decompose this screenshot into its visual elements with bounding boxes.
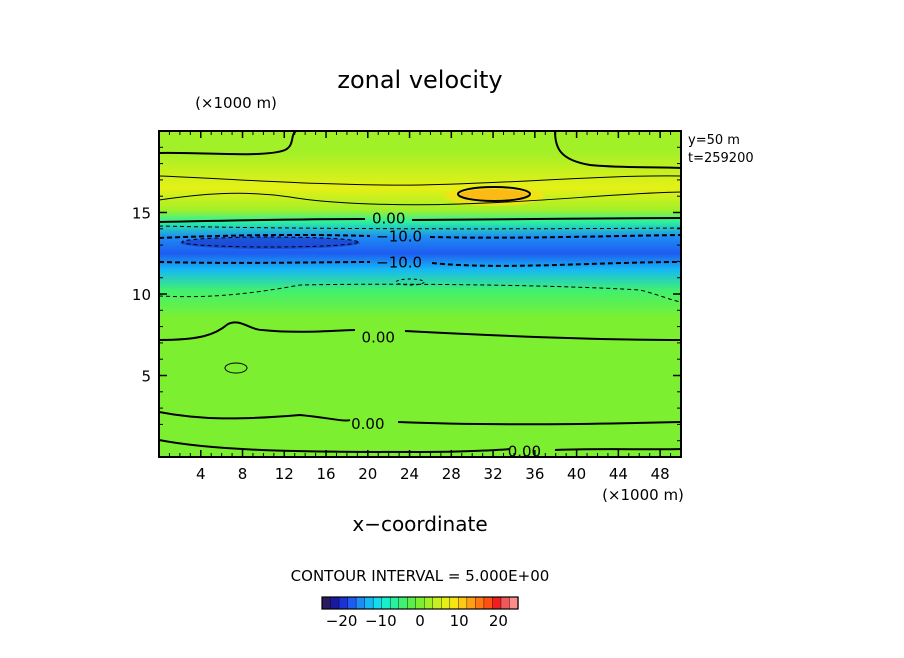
colorbar-swatch xyxy=(389,596,400,610)
x-tick-label: 32 xyxy=(484,465,503,483)
colorbar-tick-label: 20 xyxy=(489,612,508,630)
contour-line xyxy=(159,217,681,223)
colorbar-swatch xyxy=(483,596,494,610)
x-tick-label: 20 xyxy=(358,465,377,483)
contour-line xyxy=(159,439,681,454)
colorbar-swatch xyxy=(432,596,442,610)
contour-line xyxy=(159,191,681,206)
colorbar-swatch xyxy=(466,596,476,610)
velocity-min-region xyxy=(180,237,360,249)
contour-value-label: −10.0 xyxy=(376,253,422,271)
chart-title: zonal velocity xyxy=(337,66,502,94)
colorbar-swatch xyxy=(321,596,332,610)
y-tick-label: 10 xyxy=(132,286,151,304)
contour-line xyxy=(159,261,681,267)
contour-value-label: 0.00 xyxy=(372,209,405,227)
contour-line xyxy=(159,131,297,156)
colorbar-swatch xyxy=(381,596,391,610)
contour-line xyxy=(159,233,681,239)
colorbar-swatch xyxy=(398,596,408,610)
colorbar-swatch xyxy=(449,596,459,610)
info-line-t: t=259200 xyxy=(688,151,754,166)
colorbar-swatch xyxy=(372,596,383,610)
colorbar-swatch xyxy=(355,596,366,610)
x-tick-label: 28 xyxy=(442,465,461,483)
x-tick-label: 12 xyxy=(275,465,294,483)
x-tick-label: 44 xyxy=(609,465,628,483)
contour-line xyxy=(457,186,531,202)
colorbar-tick-label: 10 xyxy=(450,612,469,630)
contour-lines xyxy=(159,131,681,454)
contour-value-label: 0.00 xyxy=(362,328,395,346)
x-tick-label: 16 xyxy=(316,465,335,483)
colorbar-frame xyxy=(321,596,519,610)
y-tick-label: 5 xyxy=(141,368,151,386)
contour-value-label: −10.0 xyxy=(376,227,422,245)
y-axis-unit: (×1000 m) xyxy=(195,94,277,112)
contour-line xyxy=(159,321,681,341)
colorbar-swatch xyxy=(364,596,374,610)
x-axis-unit: (×1000 m) xyxy=(602,486,684,504)
colorbar-swatch xyxy=(509,596,519,610)
contour-line xyxy=(159,225,681,230)
contour-line xyxy=(224,362,248,374)
contour-value-label: 0.00 xyxy=(351,415,384,433)
colorbar-tick-label: −10 xyxy=(365,612,397,630)
x-axis-label: x−coordinate xyxy=(352,512,487,536)
info-line-y: y=50 m xyxy=(688,133,740,148)
colorbar-tick-label: 0 xyxy=(415,612,425,630)
colorbar-swatch xyxy=(347,596,357,610)
contour-interval-label: CONTOUR INTERVAL = 5.000E+00 xyxy=(291,567,550,585)
colorbar-swatch xyxy=(407,596,417,610)
x-tick-label: 8 xyxy=(238,465,248,483)
contour-line xyxy=(181,236,359,248)
colorbar-swatch xyxy=(475,596,485,610)
colorbar-swatch xyxy=(338,596,349,610)
contour-value-label: 0.00 xyxy=(508,442,541,460)
colorbar-swatch xyxy=(458,596,468,610)
contour-line xyxy=(159,283,681,303)
x-tick-label: 24 xyxy=(400,465,419,483)
colorbar-swatch xyxy=(441,596,451,610)
colorbar: −20 −10 0 10 20 xyxy=(321,596,519,630)
contour-line xyxy=(554,131,681,169)
colorbar-tick-label: −20 xyxy=(326,612,358,630)
x-tick-label: 4 xyxy=(196,465,206,483)
contour-line xyxy=(159,411,681,426)
colorbar-swatch xyxy=(415,596,425,610)
contour-line xyxy=(159,175,681,186)
x-tick-label: 36 xyxy=(525,465,544,483)
velocity-max-core xyxy=(460,189,528,201)
x-tick-label: 40 xyxy=(567,465,586,483)
colorbar-swatch xyxy=(500,596,511,610)
x-tick-label: 48 xyxy=(651,465,670,483)
colorbar-swatch xyxy=(424,596,434,610)
colorbar-swatch xyxy=(492,596,502,610)
y-tick-label: 15 xyxy=(132,205,151,223)
contour-line xyxy=(395,278,425,286)
colorbar-swatch xyxy=(330,596,340,610)
